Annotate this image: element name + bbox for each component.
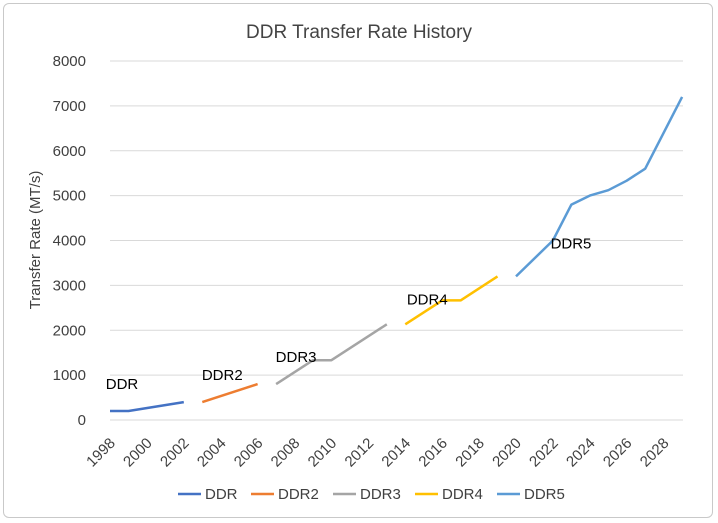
chart-title: DDR Transfer Rate History (246, 22, 472, 43)
series-labels: DDR DDR2 DDR3 DDR4 DDR5 (106, 235, 592, 393)
x-tick-label: 2006 (231, 435, 267, 471)
x-tick-label: 2004 (194, 435, 230, 471)
x-tick-label: 2014 (378, 435, 414, 471)
x-tick-label: 2018 (452, 435, 488, 471)
legend-label-ddr3: DDR3 (360, 486, 401, 503)
legend-label-ddr4: DDR4 (442, 486, 483, 503)
x-tick-label: 2020 (489, 435, 525, 471)
series-line-ddr5 (515, 96, 684, 278)
series-line-ddr (110, 400, 184, 413)
x-tick-label: 2022 (526, 435, 562, 471)
series-label-ddr3: DDR3 (276, 349, 317, 366)
y-tick-label: 4000 (53, 233, 86, 250)
x-tick-label: 2008 (268, 435, 304, 471)
x-tick-label: 2024 (563, 435, 599, 471)
x-tick-label: 2016 (415, 435, 451, 471)
y-axis-label: Transfer Rate (MT/s) (27, 171, 44, 310)
legend-label-ddr5: DDR5 (524, 486, 565, 503)
x-tick-label: 1998 (83, 435, 119, 471)
legend-label-ddr: DDR (205, 486, 238, 503)
y-tick-label: 6000 (53, 143, 86, 160)
x-tick-label: 2002 (157, 435, 193, 471)
series-label-ddr: DDR (106, 376, 139, 393)
x-tick-label: 2012 (342, 435, 378, 471)
series-label-ddr4: DDR4 (407, 291, 448, 308)
y-tick-label: 5000 (53, 188, 86, 205)
y-axis-ticks: 0 1000 2000 3000 4000 5000 6000 7000 8000 (53, 53, 86, 429)
series-lines (109, 96, 684, 413)
y-tick-label: 8000 (53, 53, 86, 70)
chart-frame (3, 3, 713, 518)
series-line-ddr3 (275, 323, 388, 386)
legend: DDR DDR2 DDR3 DDR4 DDR5 (178, 486, 565, 503)
series-label-ddr5: DDR5 (551, 235, 592, 252)
series-line-ddr4 (404, 275, 499, 326)
y-tick-label: 3000 (53, 277, 86, 294)
series-label-ddr2: DDR2 (202, 367, 243, 384)
legend-label-ddr2: DDR2 (278, 486, 319, 503)
x-tick-label: 2028 (637, 435, 673, 471)
y-tick-label: 1000 (53, 367, 86, 384)
series-line-ddr2 (201, 382, 258, 404)
x-tick-label: 2000 (120, 435, 156, 471)
y-tick-label: 7000 (53, 98, 86, 115)
gridlines (110, 60, 683, 421)
x-tick-label: 2010 (305, 435, 341, 471)
y-tick-label: 0 (78, 412, 86, 429)
y-tick-label: 2000 (53, 322, 86, 339)
x-tick-label: 2026 (600, 435, 636, 471)
x-axis-ticks: 1998 2000 2002 2004 2006 2008 2010 2012 2014 2016… (83, 435, 672, 471)
